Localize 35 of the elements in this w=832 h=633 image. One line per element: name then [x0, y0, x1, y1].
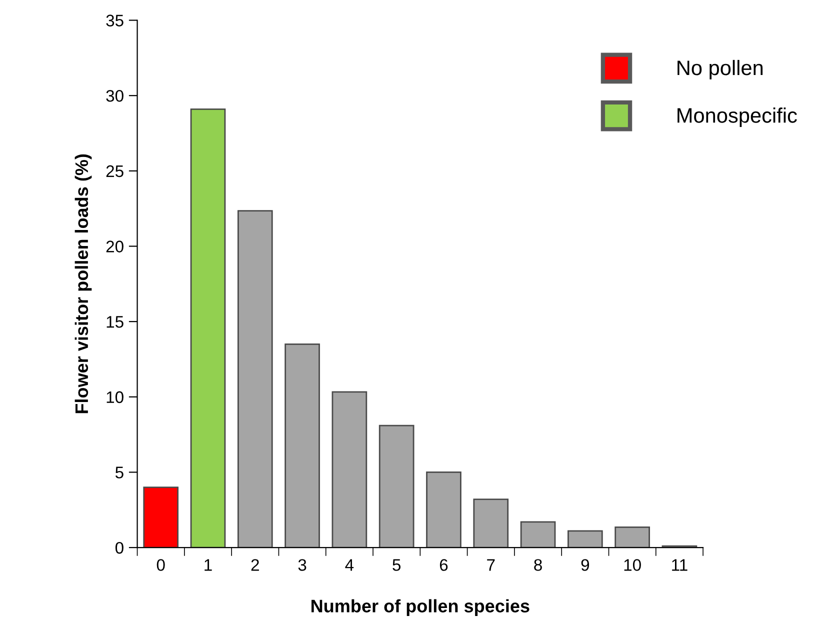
legend-label: No pollen [678, 60, 763, 80]
y-tick-label: 20 [106, 240, 124, 252]
bar [473, 498, 509, 548]
x-tick-label: 7 [487, 559, 495, 571]
y-tick-label: 10 [106, 391, 124, 404]
bar [284, 343, 320, 548]
y-tick-label: 25 [106, 165, 124, 178]
x-tick-label: 0 [156, 559, 165, 571]
bar [378, 424, 414, 548]
x-tick-label: 6 [440, 559, 448, 571]
x-tick-label: 8 [534, 559, 542, 571]
bar [520, 521, 556, 548]
y-tick-label: 0 [115, 542, 124, 554]
bar [237, 210, 273, 548]
y-tick-label: 5 [115, 466, 124, 478]
bar [426, 472, 462, 548]
x-tick-label: 9 [581, 559, 590, 571]
x-tick-label: 2 [251, 559, 259, 571]
x-tick-label: 5 [392, 559, 401, 571]
x-axis-title: Number of pollen species [312, 599, 530, 616]
bar [190, 108, 226, 548]
x-tick-label: 4 [345, 559, 354, 571]
bar [568, 530, 603, 548]
y-tick-label: 15 [106, 316, 124, 328]
legend-label: Monospecific [678, 108, 797, 127]
y-axis-title: Flower visitor pollen loads (%) [74, 154, 92, 414]
x-tick-label: 11 [672, 559, 688, 571]
x-tick-label: 3 [298, 559, 306, 571]
bar [143, 486, 179, 548]
y-tick-label: 35 [106, 14, 124, 26]
y-tick-label: 30 [106, 90, 124, 102]
x-tick-label: 10 [624, 559, 641, 571]
bar [332, 391, 368, 548]
bar [614, 526, 650, 548]
x-tick-label: 1 [204, 559, 212, 571]
